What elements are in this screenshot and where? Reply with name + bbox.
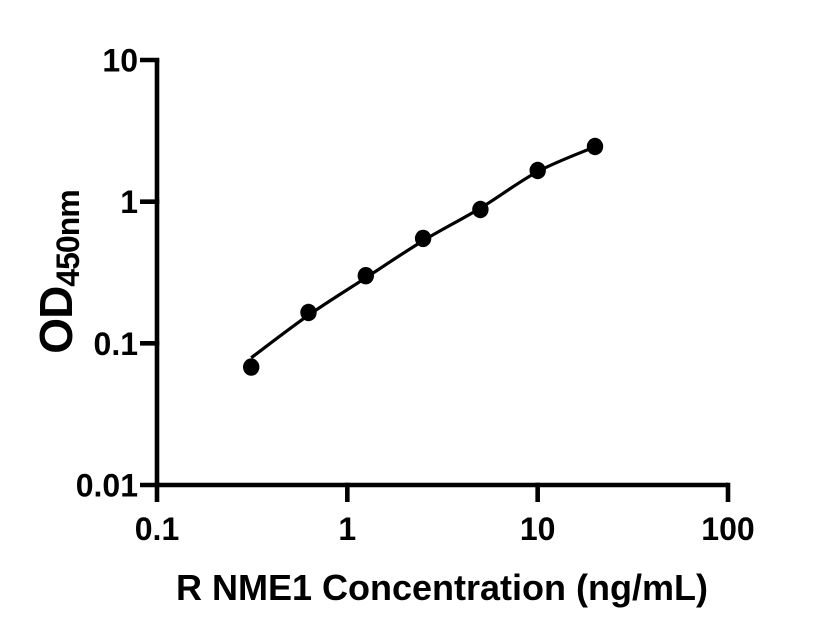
fit-curve-line bbox=[250, 145, 596, 360]
x-tick-label: 100 bbox=[701, 511, 754, 547]
tick-layer: 0.1 1 10 100 0.01 0.1 1 10 bbox=[76, 43, 755, 548]
x-axis-title: R NME1 Concentration (ng/mL) bbox=[176, 567, 708, 608]
y-axis-title-subscript: 450nm bbox=[50, 190, 86, 286]
y-tick-label: 1 bbox=[120, 184, 138, 220]
axes-layer bbox=[154, 60, 728, 488]
y-tick-label: 0.1 bbox=[94, 326, 138, 362]
data-point bbox=[586, 137, 604, 156]
data-point bbox=[357, 267, 374, 285]
y-tick-label: 0.01 bbox=[76, 468, 138, 504]
data-point bbox=[472, 200, 489, 219]
x-tick-label: 0.1 bbox=[135, 511, 179, 547]
y-tick-label: 10 bbox=[102, 43, 138, 79]
plot-layer bbox=[243, 137, 604, 376]
data-point bbox=[243, 358, 260, 376]
x-tick-label: 10 bbox=[520, 511, 556, 547]
data-point bbox=[414, 229, 432, 248]
data-point bbox=[529, 161, 546, 180]
y-axis-title-main: OD bbox=[30, 287, 82, 354]
x-tick-label: 1 bbox=[338, 511, 356, 547]
y-axis-title: OD450nm bbox=[30, 190, 86, 353]
axis-lines bbox=[154, 60, 728, 488]
data-point bbox=[300, 303, 317, 322]
